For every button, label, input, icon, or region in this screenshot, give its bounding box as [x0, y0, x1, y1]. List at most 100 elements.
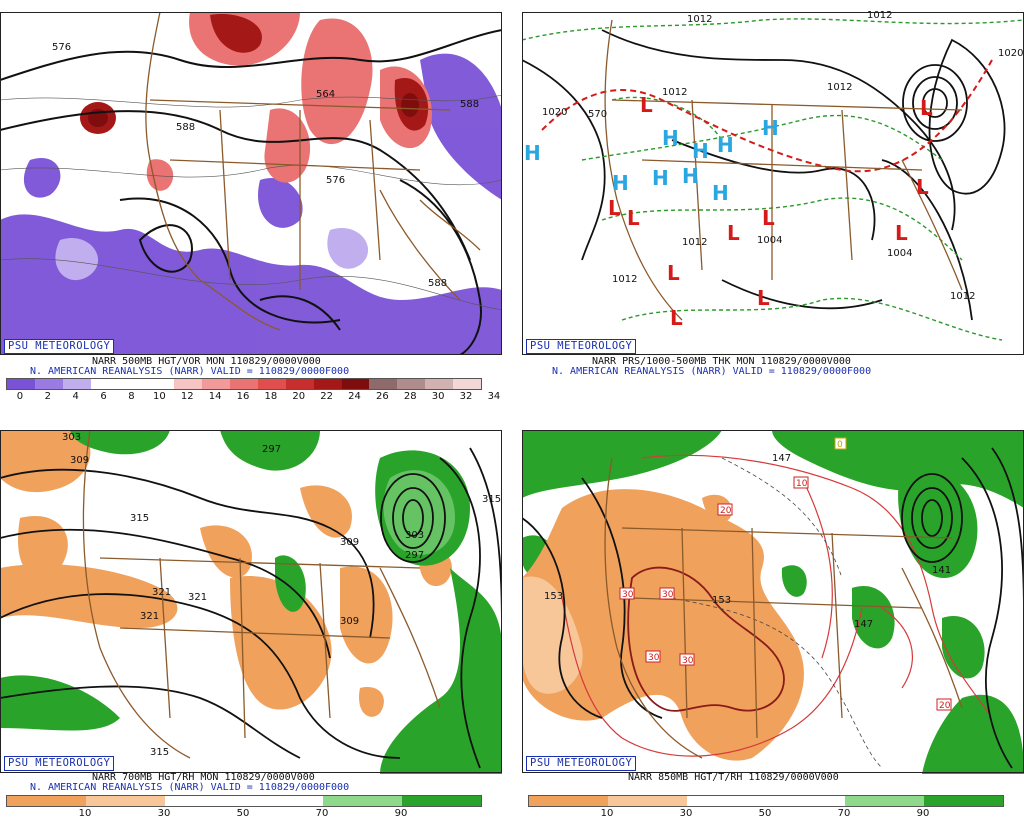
thickness-label: 570 [588, 109, 607, 120]
colorbar-tick-label: 20 [292, 391, 306, 402]
colorbar-tick-label: 70 [315, 808, 329, 819]
contour-label: 1012 [662, 87, 687, 98]
colorbar-tick-label: 22 [320, 391, 334, 402]
colorbar-swatch [285, 379, 314, 389]
psu-meteorology-badge: PSU METEOROLOGY [4, 756, 115, 771]
colorbar-swatch [174, 379, 203, 389]
low-pressure-symbol: L [762, 206, 775, 230]
colorbar-swatch [118, 379, 147, 389]
colorbar-swatch [202, 379, 230, 389]
contour-label: 588 [460, 99, 479, 110]
contour-label: 153 [544, 591, 563, 602]
colorbar-tick-label: 30 [679, 808, 693, 819]
low-pressure-symbol: L [757, 286, 770, 310]
chart-caption-valid: N. AMERICAN REANALYSIS (NARR) VALID = 11… [30, 782, 350, 793]
colorbar-swatch [62, 379, 91, 389]
colorbar-swatch [244, 796, 323, 806]
colorbar-tick-label: 50 [236, 808, 250, 819]
low-pressure-symbol: L [640, 93, 653, 117]
high-pressure-symbol: H [524, 141, 541, 165]
psu-meteorology-badge: PSU METEOROLOGY [526, 339, 637, 354]
colorbar-swatch [7, 796, 86, 806]
contour-label: 147 [854, 619, 873, 630]
colorbar-tick-label: 90 [394, 808, 408, 819]
colorbar-swatch [257, 379, 286, 389]
colorbar-swatch [687, 796, 766, 806]
map-pressure: H H H H H H H H H L L L L L L L L L L L … [522, 10, 1024, 355]
colorbar-swatch [146, 379, 175, 389]
contour-label: 315 [150, 747, 169, 758]
isotherm-label: 20 [939, 701, 951, 711]
chart-caption: NARR 850MB HGT/T/RH 110829/0000V000 [628, 772, 839, 783]
chart-caption: NARR 500MB HGT/VOR MON 110829/0000V000 [92, 356, 321, 367]
colorbar-swatch [766, 796, 845, 806]
colorbar-tick-label: 10 [600, 808, 614, 819]
contour-label: 141 [932, 565, 951, 576]
colorbar-tick-label: 4 [72, 391, 79, 402]
contour-label: 588 [176, 122, 195, 133]
low-pressure-symbol: L [727, 221, 740, 245]
contour-label: 1020 [542, 107, 567, 118]
contour-label: 1012 [827, 82, 852, 93]
colorbar-tick-label: 30 [431, 391, 445, 402]
isotherm-label: 10 [796, 479, 808, 489]
low-pressure-symbol: L [895, 221, 908, 245]
contour-label: 315 [130, 513, 149, 524]
psu-meteorology-badge: PSU METEOROLOGY [526, 756, 637, 771]
colorbar-swatch [86, 796, 165, 806]
low-pressure-symbol: L [608, 196, 621, 220]
panel-850mb-temp-rh: 153 147 153 141 147 10 20 20 30 30 30 30… [522, 418, 1024, 819]
high-pressure-symbol: H [717, 133, 734, 157]
colorbar-tick-label: 90 [916, 808, 930, 819]
low-pressure-symbol: L [667, 261, 680, 285]
isotherm-label: 30 [662, 590, 674, 600]
colorbar-tick-label: 32 [459, 391, 473, 402]
contour-label: 1004 [887, 248, 912, 259]
colorbar-tick-label: 6 [100, 391, 107, 402]
isotherm-label: 30 [682, 656, 694, 666]
colorbar-tick-label: 18 [264, 391, 278, 402]
chart-caption-valid: N. AMERICAN REANALYSIS (NARR) VALID = 11… [30, 366, 350, 377]
high-pressure-symbol: H [692, 139, 709, 163]
contour-label: 309 [340, 537, 359, 548]
colorbar-tick-label: 14 [208, 391, 222, 402]
contour-label: 564 [316, 89, 335, 100]
colorbar-swatch [924, 796, 1003, 806]
colorbar-swatch [323, 796, 402, 806]
colorbar-tick-label: 34 [487, 391, 501, 402]
contour-label: 153 [712, 595, 731, 606]
high-pressure-symbol: H [712, 181, 729, 205]
panel-pressure-thickness: H H H H H H H H H L L L L L L L L L L L … [522, 0, 1024, 400]
contour-label: 1012 [612, 274, 637, 285]
psu-meteorology-badge: PSU METEOROLOGY [4, 339, 115, 354]
low-pressure-symbol: L [916, 175, 929, 199]
high-pressure-symbol: H [682, 164, 699, 188]
colorbar-vorticity [6, 378, 482, 390]
contour-label: 1012 [687, 14, 712, 25]
contour-label: 303 [405, 530, 424, 541]
colorbar-tick-label: 0 [16, 391, 24, 402]
contour-label: 309 [340, 616, 359, 627]
panel-700mb-rh: 303 309 297 315 321 321 321 309 303 297 … [0, 418, 502, 819]
colorbar-swatch [165, 796, 244, 806]
low-pressure-symbol: L [627, 206, 640, 230]
colorbar-swatch [397, 379, 426, 389]
contour-label: 309 [70, 455, 89, 466]
colorbar-swatch [34, 379, 63, 389]
contour-label: 321 [188, 592, 207, 603]
colorbar-swatch [608, 796, 687, 806]
colorbar-swatch [453, 379, 481, 389]
contour-label: 576 [326, 175, 345, 186]
colorbar-tick-label: 10 [152, 391, 166, 402]
colorbar-swatch [90, 379, 119, 389]
low-pressure-symbol: L [920, 96, 933, 120]
colorbar-swatch [313, 379, 342, 389]
colorbar-swatch [369, 379, 398, 389]
high-pressure-symbol: H [612, 171, 629, 195]
colorbar-swatch [341, 379, 370, 389]
colorbar-tick-label: 30 [157, 808, 171, 819]
low-pressure-symbol: L [670, 306, 683, 330]
colorbar-tick-label: 2 [44, 391, 51, 402]
colorbar-swatch [230, 379, 258, 389]
map-700mb: 303 309 297 315 321 321 321 309 303 297 … [0, 429, 502, 774]
